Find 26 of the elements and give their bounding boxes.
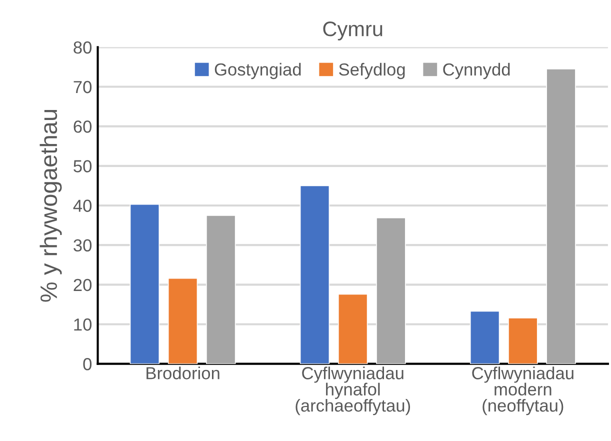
bar <box>338 294 368 364</box>
y-tick-label: 30 <box>74 239 92 252</box>
bar <box>206 214 236 364</box>
bar <box>508 317 538 364</box>
y-tick-label: 10 <box>74 318 92 331</box>
y-tick-label: 0 <box>83 358 92 370</box>
legend-label: Gostyngiad <box>214 62 301 80</box>
bar <box>546 68 576 364</box>
bar <box>300 185 330 364</box>
y-tick-label: 20 <box>74 278 92 292</box>
y-axis-title: % y rhywogaethau <box>40 110 62 302</box>
y-tick-label: 70 <box>74 80 92 94</box>
bar <box>470 310 500 364</box>
legend-label: Cynnydd <box>443 62 510 80</box>
y-tick-label: 80 <box>74 41 92 54</box>
x-tick-label: Cyflwyniadau hynafol (archaeoffytau) <box>296 366 410 416</box>
y-tick-label: 40 <box>73 200 92 212</box>
bar <box>376 217 406 364</box>
chart-title: Cymru <box>323 22 382 40</box>
x-tick-label: Brodorion <box>146 366 220 380</box>
x-tick-label: Cyflwyniadau modern (neoffytau) <box>472 366 574 416</box>
y-tick-label: 60 <box>74 120 92 133</box>
bar <box>130 204 160 364</box>
y-tick-label: 50 <box>74 160 92 172</box>
bar <box>168 278 198 364</box>
legend-label: Sefydlog <box>339 62 405 80</box>
